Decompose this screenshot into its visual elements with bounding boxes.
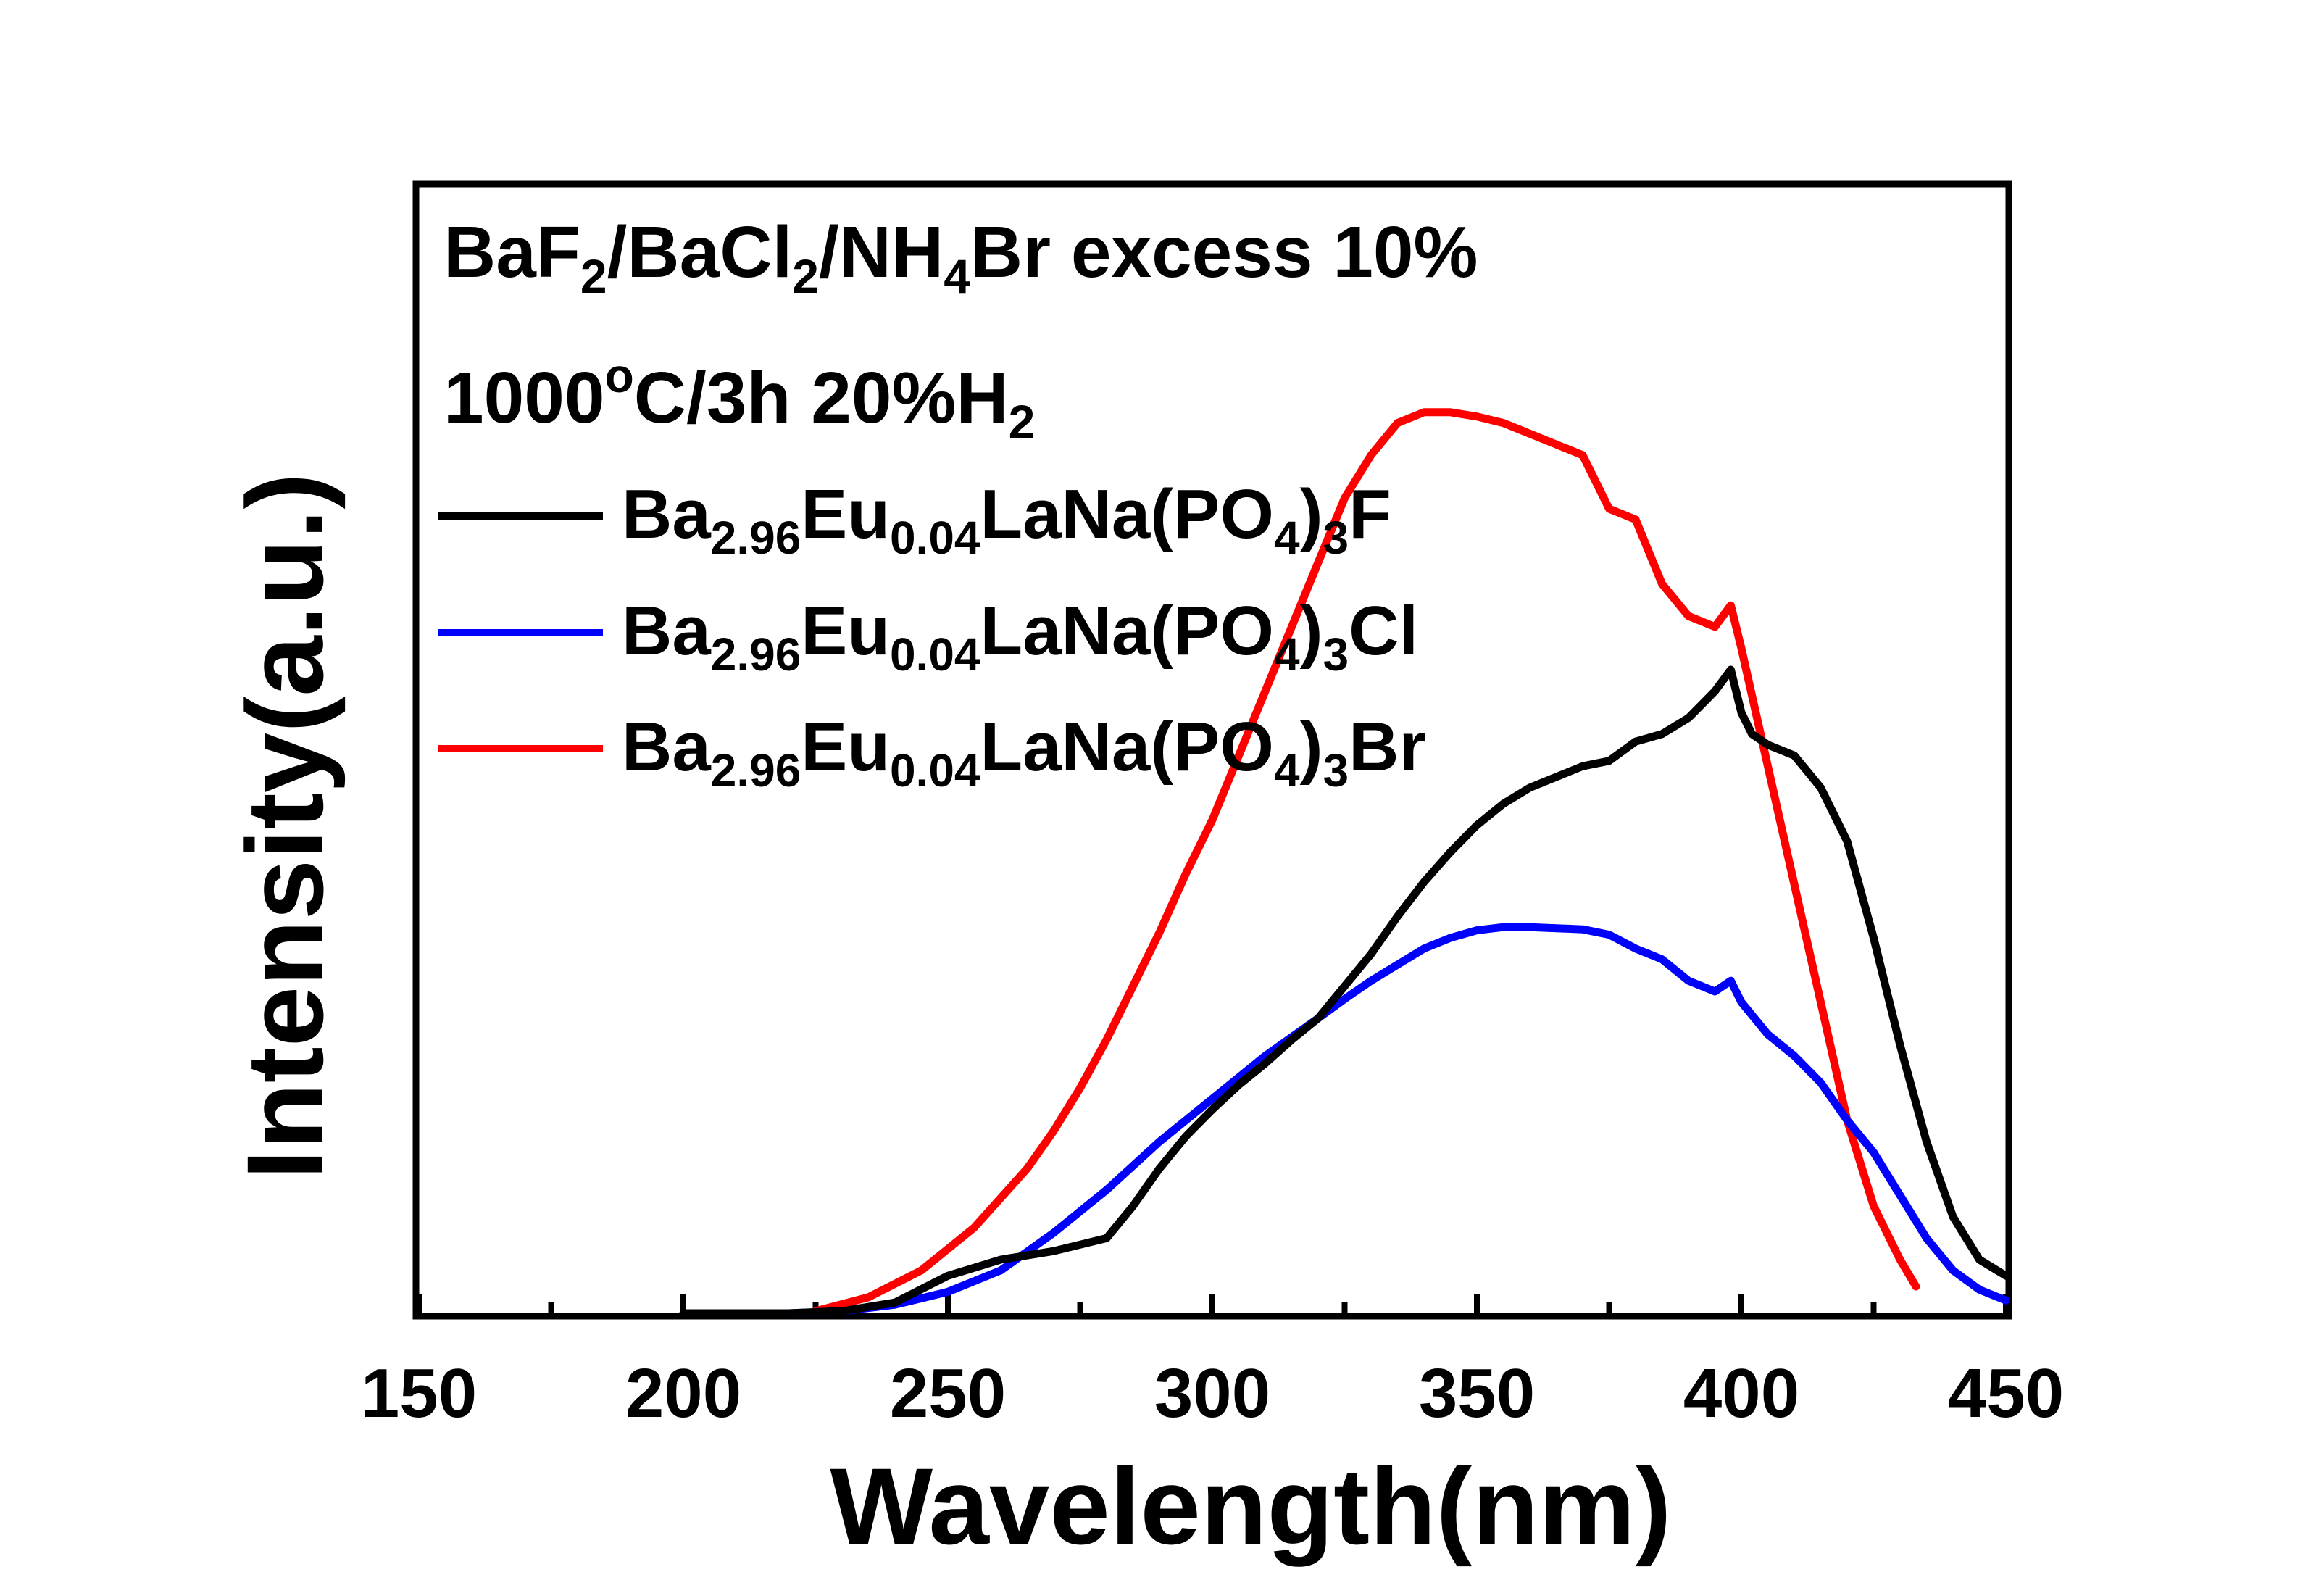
- x-tick-label: 200: [625, 1355, 741, 1432]
- legend-item: Ba2.96Eu0.04LaNa(PO4)3Br: [438, 708, 1426, 797]
- legend-label: Ba2.96Eu0.04LaNa(PO4)3F: [622, 475, 1391, 564]
- x-axis-ticks: [416, 1294, 2009, 1313]
- annotation-synthesis-flux: BaF2/BaCl2/NH4Br excess 10%: [443, 212, 1478, 303]
- legend-item: Ba2.96Eu0.04LaNa(PO4)3Cl: [438, 592, 1418, 681]
- legend-label: Ba2.96Eu0.04LaNa(PO4)3Br: [622, 708, 1426, 797]
- series-line: [679, 923, 2010, 1318]
- plot-frame: [412, 180, 2012, 1320]
- x-tick-label: 150: [361, 1355, 477, 1432]
- x-tick-label: 450: [1948, 1355, 2064, 1432]
- series-lines: [679, 408, 2010, 1318]
- legend-item: Ba2.96Eu0.04LaNa(PO4)3F: [438, 475, 1391, 564]
- x-tick-label: 300: [1154, 1355, 1270, 1432]
- x-axis-title: Wavelength(nm): [830, 1445, 1671, 1567]
- series-line: [812, 408, 1920, 1315]
- x-tick-label: 400: [1683, 1355, 1799, 1432]
- x-tick-label: 250: [890, 1355, 1006, 1432]
- x-tick-label: 350: [1419, 1355, 1535, 1432]
- legend-label: Ba2.96Eu0.04LaNa(PO4)3Cl: [622, 592, 1418, 681]
- y-axis-title: Intensity(a.u.): [224, 473, 346, 1179]
- series-line: [679, 665, 2010, 1318]
- legend: Ba2.96Eu0.04LaNa(PO4)3F Ba2.96Eu0.04LaNa…: [438, 475, 1426, 797]
- annotation-synthesis-condition: 1000oC/3h 20%H2: [443, 349, 1035, 449]
- x-axis-tick-labels: 150 200 250 300 350 400 450: [361, 1355, 2064, 1432]
